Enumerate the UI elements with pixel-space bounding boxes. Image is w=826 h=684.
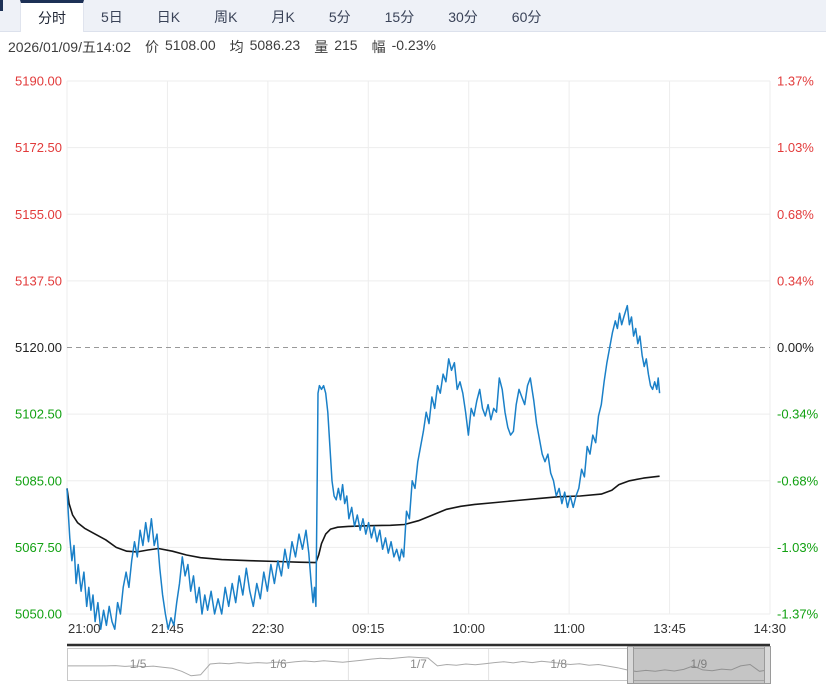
period-tabbar: 分时 5日 日K 周K 月K 5分 15分 30分 60分: [0, 0, 826, 32]
tab-fenshi[interactable]: 分时: [20, 0, 84, 32]
tab-60min[interactable]: 60分: [511, 9, 542, 25]
quote-datetime: 2026/01/09/五14:02: [8, 39, 131, 55]
tab-15min[interactable]: 15分: [384, 9, 415, 25]
x-axis-time-label: 10:00: [452, 621, 485, 636]
tab-monthly-k[interactable]: 月K: [271, 9, 295, 25]
tab-weekly-k[interactable]: 周K: [214, 9, 238, 25]
tab-30min[interactable]: 30分: [448, 9, 478, 25]
y-axis-price-label: 5155.00: [15, 207, 62, 222]
y-axis-pct-label: 1.37%: [777, 74, 814, 89]
price-label: 价: [145, 39, 159, 55]
intraday-chart-plot[interactable]: 21:00 21:45 22:30 09:15 10:00 11:00 13:45 14:30…: [0, 62, 826, 648]
tab-5min[interactable]: 5分: [328, 9, 351, 25]
y-axis-pct-label: -0.34%: [777, 407, 819, 422]
y-axis-pct-label: 1.03%: [777, 140, 814, 155]
change-label: 幅: [371, 39, 386, 55]
y-axis-price-label: 5190.00: [15, 74, 62, 89]
y-axis-price-label: 5172.50: [15, 140, 62, 155]
y-axis-pct-label: -1.03%: [777, 540, 819, 555]
navigator-left-handle[interactable]: [626, 646, 634, 684]
x-axis-time-label: 13:45: [653, 621, 686, 636]
y-axis-pct-label: 0.34%: [777, 273, 814, 288]
volume-label: 量: [314, 39, 329, 55]
x-axis-time-label: 22:30: [252, 621, 285, 636]
y-axis-price-label: 5085.00: [15, 473, 62, 488]
navigator-right-handle[interactable]: [763, 646, 771, 684]
window-corner-notch: [0, 0, 3, 11]
avg-value: 5086.23: [249, 37, 301, 53]
y-axis-pct-label: 0.00%: [777, 340, 814, 355]
x-axis-time-label: 14:30: [753, 621, 786, 636]
average-line: [66, 475, 660, 564]
x-axis-time-label: 09:15: [352, 621, 385, 636]
x-axis-time-label: 11:00: [553, 621, 585, 636]
y-axis-price-label: 5102.50: [15, 407, 62, 422]
avg-group: 均 5086.23: [230, 37, 301, 57]
navigator-selection[interactable]: [626, 646, 771, 684]
avg-label: 均: [229, 39, 244, 55]
change-group: 幅 -0.23%: [372, 37, 436, 57]
y-axis-price-label: 5137.50: [15, 273, 62, 288]
price-line: [66, 304, 661, 630]
tab-5day[interactable]: 5日: [101, 9, 123, 25]
x-axis-time-label: 21:00: [68, 621, 101, 636]
change-value: -0.23%: [391, 37, 436, 53]
date-range-navigator[interactable]: 1/5 1/6 1/7 1/8 1/9: [67, 646, 771, 684]
y-axis-pct-label: 0.68%: [777, 207, 814, 222]
intraday-chart-svg: 21:00 21:45 22:30 09:15 10:00 11:00 13:45 14:30…: [15, 74, 819, 647]
y-axis-price-label: 5067.50: [15, 540, 62, 555]
price-group: 价 5108.00: [145, 37, 216, 57]
volume-group: 量 215: [314, 37, 357, 57]
price-value: 5108.00: [165, 37, 216, 53]
tab-daily-k[interactable]: 日K: [156, 9, 181, 25]
quote-infobar: 2026/01/09/五14:02 价 5108.00 均 5086.23 量 …: [0, 32, 826, 62]
y-axis-pct-label: -0.68%: [777, 473, 819, 488]
y-axis-price-label: 5120.00: [15, 340, 62, 355]
y-axis-price-label: 5050.00: [15, 607, 62, 622]
volume-value: 215: [334, 37, 358, 53]
navigator-mini-line: [68, 656, 769, 677]
y-axis-pct-label: -1.37%: [777, 607, 819, 622]
